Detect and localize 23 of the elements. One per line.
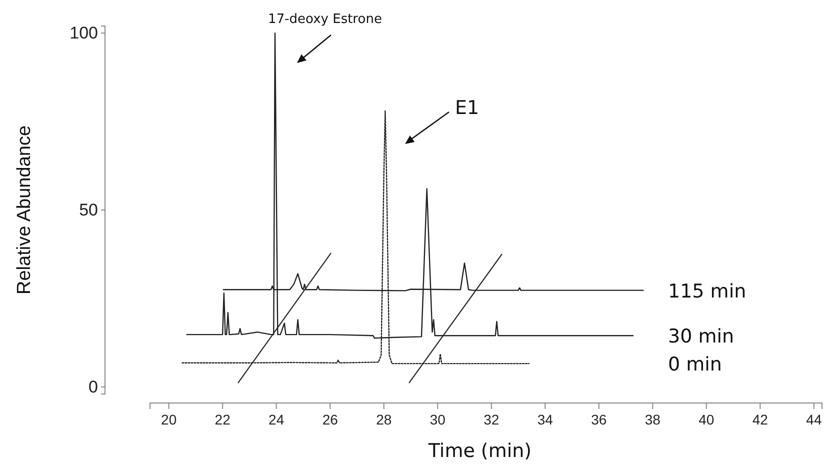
y-tick-label: 0 [88, 377, 98, 396]
x-tick-label: 30 [430, 412, 446, 428]
x-tick-label: 34 [537, 412, 554, 428]
y-axis-title: Relative Abundance [14, 125, 35, 295]
x-tick-label: 44 [806, 412, 822, 428]
x-tick-label: 40 [698, 412, 714, 428]
x-tick-label: 26 [322, 412, 338, 428]
series-label: 30 min [668, 326, 734, 348]
x-tick-label: 32 [484, 412, 500, 428]
x-tick-label: 24 [268, 412, 284, 428]
y-tick-label: 100 [70, 24, 98, 43]
x-tick-label: 28 [376, 412, 392, 428]
y-tick-label: 50 [79, 200, 98, 220]
text: 0 min [668, 354, 722, 376]
annotation: 17-deoxy Estrone [268, 12, 382, 27]
x-axis-title: Time (min) [427, 440, 532, 462]
x-tick-label: 20 [161, 412, 177, 428]
x-tick-label: 22 [214, 412, 231, 428]
series-label: 115 min [668, 280, 746, 302]
x-tick-label: 38 [644, 412, 661, 428]
x-tick-label: 36 [591, 412, 607, 428]
annotation: E1 [455, 97, 480, 119]
x-tick-label: 42 [752, 412, 768, 428]
